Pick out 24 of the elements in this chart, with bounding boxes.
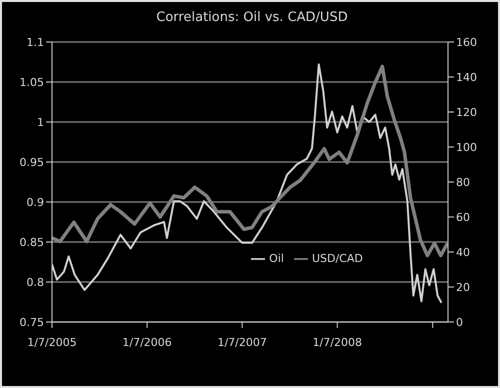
y2-tick-label: 160 bbox=[456, 36, 477, 49]
y-tick-label: 0.75 bbox=[20, 316, 44, 329]
x-tick-label: 1/7/2008 bbox=[312, 336, 362, 349]
x-tick-label: 1/7/2005 bbox=[27, 336, 77, 349]
y-tick-label: 0.85 bbox=[20, 236, 44, 249]
y2-tick-label: 20 bbox=[456, 280, 470, 294]
y-tick-label: 1 bbox=[37, 116, 44, 129]
y2-tick-label: 140 bbox=[456, 70, 477, 84]
y2-tick-label: 120 bbox=[456, 106, 477, 119]
y-tick-label: 1.05 bbox=[20, 76, 44, 89]
y2-tick-label: 80 bbox=[456, 176, 470, 189]
legend-label: USD/CAD bbox=[312, 252, 363, 266]
y-tick-label: 0.9 bbox=[26, 196, 44, 209]
x-tick-label: 1/7/2007 bbox=[217, 336, 267, 349]
y2-tick-label: 0 bbox=[456, 316, 463, 329]
chart-title: Correlations: Oil vs. CAD/USD bbox=[155, 10, 349, 25]
y2-tick-label: 100 bbox=[456, 140, 477, 154]
x-tick-label: 1/7/2006 bbox=[122, 336, 172, 349]
y-tick-label: 1.1 bbox=[26, 36, 44, 49]
legend-label: Oil bbox=[269, 252, 284, 266]
y2-tick-label: 40 bbox=[456, 246, 470, 259]
y-tick-label: 0.95 bbox=[20, 156, 44, 169]
y2-tick-label: 60 bbox=[456, 210, 470, 224]
y-tick-label: 0.8 bbox=[26, 276, 44, 289]
